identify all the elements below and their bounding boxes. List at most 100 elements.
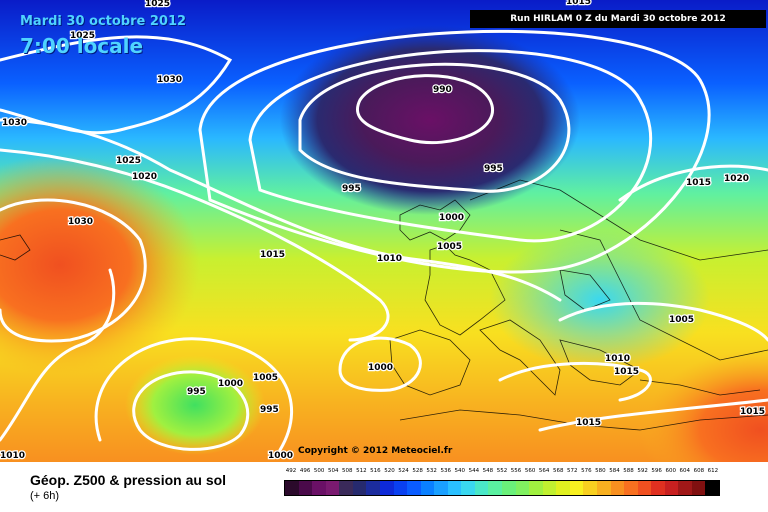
scale-value: 600	[665, 468, 676, 474]
isobar-label: 1020	[132, 172, 157, 182]
isobar-label: 1010	[605, 354, 630, 364]
scale-swatch	[583, 481, 597, 495]
scale-value: 524	[398, 468, 409, 474]
isobar-label: 1015	[614, 367, 639, 377]
scale-swatch	[624, 481, 638, 495]
scale-swatch	[515, 481, 530, 495]
scale-value: 580	[595, 468, 606, 474]
scale-value: 588	[623, 468, 634, 474]
parameter-title: Géop. Z500 & pression au sol	[30, 472, 227, 488]
scale-value: 512	[356, 468, 367, 474]
scale-swatch	[474, 481, 489, 495]
scale-value: 544	[468, 468, 480, 474]
scale-swatch	[569, 481, 584, 495]
isobar-label: 1000	[268, 451, 293, 461]
scale-swatch	[488, 481, 502, 495]
scale-value: 568	[552, 468, 564, 474]
scale-value: 508	[342, 468, 353, 474]
scale-value: 612	[707, 468, 719, 474]
legend-panel: Géop. Z500 & pression au sol (+ 6h) 492 4…	[0, 462, 768, 512]
isobar-label: 995	[187, 387, 206, 397]
date-title: Mardi 30 octobre 2012	[20, 14, 187, 29]
deep-low-area	[280, 25, 580, 215]
isobar-label: 995	[260, 405, 279, 415]
scale-value: 552	[496, 468, 508, 474]
cut-off-low	[125, 355, 265, 455]
scale-swatch	[542, 481, 557, 495]
isobar-label: 1015	[566, 0, 591, 7]
isobar-label: 1010	[0, 451, 25, 461]
isobar-label: 1015	[576, 418, 601, 428]
scale-swatch	[339, 481, 353, 495]
isobar-label: 1015	[260, 250, 285, 260]
scale-swatch	[285, 481, 299, 495]
scale-swatch	[664, 481, 679, 495]
scale-swatch	[379, 481, 394, 495]
isobar-label: 1005	[253, 373, 278, 383]
high-pressure-west	[0, 155, 200, 375]
scale-swatch	[407, 481, 421, 495]
isobar-label: 1005	[669, 315, 694, 325]
isobar-label: 1000	[439, 213, 464, 223]
scale-value: 500	[313, 468, 325, 474]
scale-swatch	[502, 481, 516, 495]
scale-swatch	[651, 481, 665, 495]
scale-swatch	[637, 481, 652, 495]
weather-map: 1025 1025 1030 1030 990 995 995 1025 102…	[0, 0, 768, 462]
forecast-step: (+ 6h)	[30, 490, 60, 502]
isobar-label: 995	[342, 184, 361, 194]
isobar-label: 1025	[145, 0, 170, 9]
isobar-label: 995	[484, 164, 503, 174]
scale-value: 504	[327, 468, 339, 474]
isobar-label: 1025	[116, 156, 141, 166]
scale-value: 536	[440, 468, 451, 474]
isobar-labels: 1025 1025 1030 1030 990 995 995 1025 102…	[0, 0, 766, 462]
time-title: 7:00 locale	[20, 34, 144, 58]
scale-swatch	[705, 481, 719, 495]
scale-swatch	[556, 481, 570, 495]
scale-value: 584	[609, 468, 620, 474]
isobar-label: 1025	[70, 31, 95, 41]
scale-swatch	[298, 481, 313, 495]
scale-value: 548	[482, 468, 494, 474]
scale-swatch	[366, 481, 380, 495]
scale-value: 540	[454, 468, 466, 474]
isobar-label: 1030	[2, 118, 27, 128]
scale-swatch	[610, 481, 625, 495]
scale-value: 532	[426, 468, 437, 474]
isobar-label: 1030	[157, 75, 182, 85]
scale-swatch	[461, 481, 475, 495]
isobar-label: 1010	[377, 254, 402, 264]
scale-value: 604	[679, 468, 691, 474]
scale-value: 528	[412, 468, 423, 474]
scale-swatch	[678, 481, 692, 495]
scale-swatch	[529, 481, 543, 495]
scale-value: 596	[651, 468, 662, 474]
scale-value: 608	[693, 468, 705, 474]
scale-swatch	[420, 481, 435, 495]
scale-swatch	[325, 481, 340, 495]
copyright-label: Copyright © 2012 Meteociel.fr	[298, 446, 453, 456]
scale-value: 520	[384, 468, 395, 474]
isobar-label: 1015	[686, 178, 711, 188]
scale-value: 556	[510, 468, 522, 474]
isobar-label: 990	[433, 85, 452, 95]
color-scale-labels: 492 496 500 504 508 512 516 520 524 528 532 536 540 5…	[284, 468, 720, 478]
scale-swatch	[596, 481, 611, 495]
color-scale-bar	[284, 480, 720, 496]
isobar-label: 1000	[218, 379, 243, 389]
scale-swatch	[691, 481, 706, 495]
model-run-label: Run HIRLAM 0 Z du Mardi 30 octobre 2012	[470, 10, 766, 28]
scale-value: 576	[581, 468, 592, 474]
coastlines	[0, 179, 768, 431]
isobar-label: 1000	[368, 363, 393, 373]
scale-value: 516	[370, 468, 381, 474]
scale-swatch	[352, 481, 367, 495]
scale-value: 496	[299, 468, 311, 474]
isobar-label: 1020	[724, 174, 749, 184]
isobar-label: 1030	[68, 217, 93, 227]
scale-value: 560	[524, 468, 536, 474]
scale-value: 492	[285, 468, 297, 474]
isobars	[0, 29, 768, 452]
isobar-label: 1015	[740, 407, 765, 417]
